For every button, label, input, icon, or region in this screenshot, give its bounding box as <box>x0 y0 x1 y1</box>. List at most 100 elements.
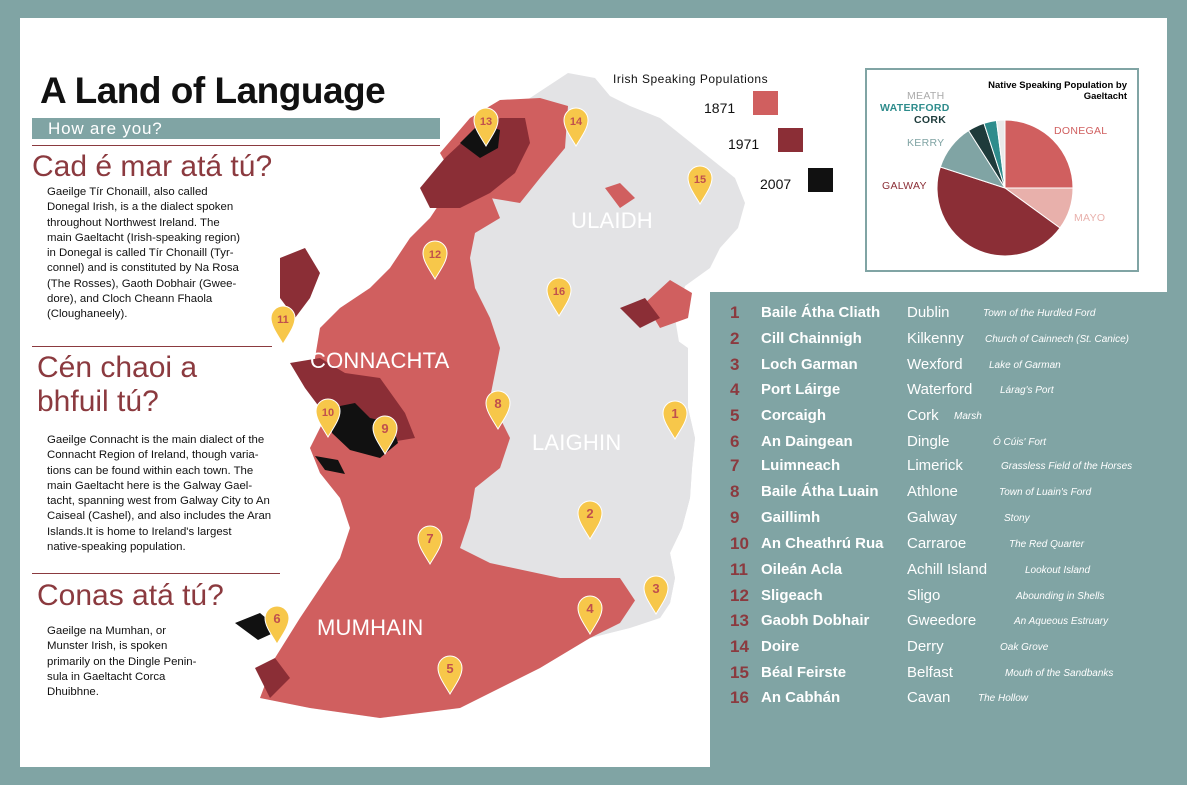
legend-swatch <box>808 168 833 192</box>
2007-dingle <box>235 613 280 640</box>
legend-year: 2007 <box>760 176 792 192</box>
section-body-munster: Gaeilge na Mumhan, or Munster Irish, is … <box>47 624 196 700</box>
1871-region <box>260 158 640 718</box>
map-marker: 6 <box>264 605 290 645</box>
marker-pin-icon <box>372 415 398 455</box>
place-meaning: An Aqueous Estruary <box>1014 616 1109 627</box>
pie-label-cork: CORK <box>914 114 947 126</box>
legend-year: 1971 <box>728 136 760 152</box>
marker-number: 9 <box>381 421 388 436</box>
marker-number: 12 <box>429 249 441 261</box>
marker-number: 16 <box>553 286 565 298</box>
body-line: Caiseal (Cashel), and also includes the … <box>47 510 272 523</box>
body-line: tacht, spanning west from Galway City to… <box>47 495 270 508</box>
pie-label-mayo: MAYO <box>1074 212 1106 224</box>
map-marker: 1 <box>662 400 688 440</box>
place-english-name: Kilkenny <box>907 330 964 347</box>
place-row: 15 Béal Feirste Belfast Mouth of the Sandba… <box>730 663 1160 687</box>
pie-chart <box>936 119 1074 257</box>
place-english-name: Derry <box>907 638 944 655</box>
place-meaning: Lárag's Port <box>1000 385 1054 396</box>
marker-pin-icon <box>315 398 341 438</box>
region-label-munster: MUMHAIN <box>317 615 424 640</box>
place-meaning: Oak Grove <box>1000 642 1049 653</box>
pie-slice-galway <box>936 166 1061 257</box>
1971-kerry <box>255 658 290 698</box>
place-english-name: Cork <box>907 407 939 424</box>
place-english-name: Gweedore <box>907 612 977 629</box>
place-english-name: Waterford <box>907 381 973 398</box>
place-meaning: The Hollow <box>978 693 1029 704</box>
place-row: 4 Port Láirge Waterford Lárag's Port <box>730 380 1160 404</box>
divider <box>32 145 440 146</box>
marker-number: 5 <box>446 661 453 676</box>
place-irish-name: Doire <box>761 638 800 655</box>
place-names-panel <box>710 292 1167 767</box>
section-heading-connacht: Cén chaoi a bhfuil tú? <box>37 351 197 419</box>
marker-number: 11 <box>277 314 289 326</box>
place-english-name: Athlone <box>907 483 958 500</box>
place-row: 7 Luimneach Limerick Grassless Field of the… <box>730 456 1160 480</box>
pie-chart-panel: Native Speaking Population by Gaeltacht … <box>865 68 1139 272</box>
place-meaning: Town of the Hurdled Ford <box>983 308 1096 319</box>
body-line: main Gaeltacht here is the Galway Gael- <box>47 479 253 492</box>
place-english-name: Sligo <box>907 587 941 604</box>
marker-number: 2 <box>586 506 593 521</box>
map-marker: 4 <box>577 595 603 635</box>
leinster-grey <box>475 308 695 618</box>
place-number: 5 <box>730 406 740 425</box>
place-irish-name: Gaillimh <box>761 509 821 526</box>
place-meaning: The Red Quarter <box>1009 539 1085 550</box>
place-english-name: Dublin <box>907 304 950 321</box>
place-row: 13 Gaobh Dobhair Gweedore An Aqueous Estrua… <box>730 611 1160 635</box>
place-meaning: Lookout Island <box>1025 565 1091 576</box>
map-marker: 10 <box>315 398 341 438</box>
place-irish-name: An Cheathrú Rua <box>761 535 884 552</box>
place-row: 3 Loch Garman Wexford Lake of Garman <box>730 355 1160 379</box>
place-row: 2 Cill Chainnigh Kilkenny Church of Cainnec… <box>730 329 1160 353</box>
legend-swatch <box>753 91 778 115</box>
body-line: Connacht Region of Ireland, though varia… <box>47 449 259 462</box>
place-row: 5 Corcaigh Cork Marsh <box>730 406 1160 430</box>
marker-pin-icon <box>485 390 511 430</box>
map-marker: 13 <box>473 107 499 147</box>
marker-number: 1 <box>671 406 678 421</box>
marker-pin-icon <box>473 107 499 147</box>
place-irish-name: Corcaigh <box>761 407 827 424</box>
map-marker: 15 <box>687 165 713 205</box>
map-marker: 9 <box>372 415 398 455</box>
body-line: Munster Irish, is spoken <box>47 640 168 653</box>
body-line: Donegal Irish, is a the dialect spoken <box>47 201 234 214</box>
section-body-connacht: Gaeilge Connacht is the main dialect of … <box>47 433 271 555</box>
marker-pin-icon <box>563 107 589 147</box>
marker-number: 6 <box>273 611 280 626</box>
place-meaning: Lake of Garman <box>989 360 1061 371</box>
place-row: 10 An Cheathrú Rua Carraroe The Red Quarter <box>730 534 1160 558</box>
body-line: Dhuibhne. <box>47 686 99 699</box>
body-line: dore), and Cloch Cheann Fhaola <box>47 293 213 306</box>
body-line: Gaeilge na Mumhan, or <box>47 625 167 637</box>
place-meaning: Church of Cainnech (St. Canice) <box>985 334 1129 345</box>
section-body-donegal: Gaeilge Tír Chonaill, also called Donega… <box>47 185 240 323</box>
pie-label-galway: GALWAY <box>882 180 927 192</box>
body-line: connel) and is constituted by Na Rosa <box>47 262 239 275</box>
body-line: Gaeilge Connacht is the main dialect of … <box>47 434 265 446</box>
pie-label-kerry: KERRY <box>907 137 945 149</box>
body-line: primarily on the Dingle Penin- <box>47 655 197 668</box>
place-number: 10 <box>730 534 749 553</box>
place-number: 6 <box>730 432 740 451</box>
place-english-name: Belfast <box>907 664 953 681</box>
1971-mayo <box>280 248 320 318</box>
body-line: sula in Gaeltacht Corca <box>47 670 166 683</box>
body-line: in Donegal is called Tír Chonaill (Tyr- <box>47 247 234 260</box>
marker-number: 13 <box>480 116 492 128</box>
divider <box>32 346 272 347</box>
marker-pin-icon <box>643 575 669 615</box>
region-label-connacht: CONNACHTA <box>310 348 450 373</box>
body-line: tions can be found within each town. The <box>47 464 254 477</box>
place-row: 6 An Daingean Dingle Ó Cúis' Fort <box>730 432 1160 456</box>
marker-number: 3 <box>652 581 659 596</box>
place-number: 7 <box>730 456 740 475</box>
marker-pin-icon <box>417 525 443 565</box>
